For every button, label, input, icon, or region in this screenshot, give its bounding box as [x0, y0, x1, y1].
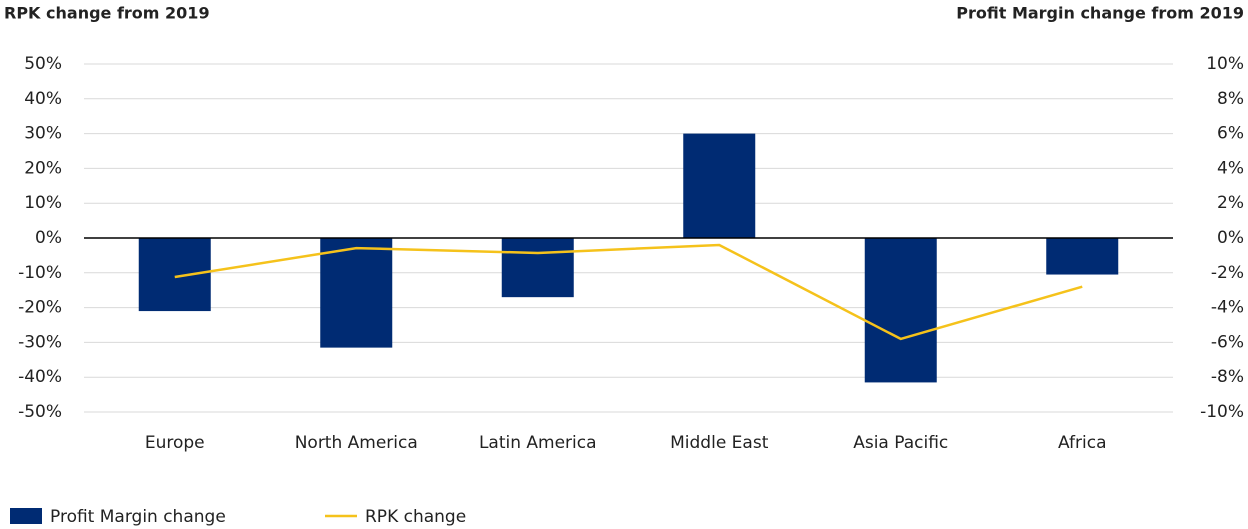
legend-label: Profit Margin change — [50, 507, 226, 527]
line — [174, 243, 1083, 341]
y-tick-label: -20% — [18, 298, 62, 318]
bar — [320, 238, 393, 348]
y-tick-label: 10% — [24, 193, 62, 213]
x-tick-label: Africa — [1058, 433, 1107, 453]
y-axis-title: RPK change from 2019 — [4, 4, 210, 23]
y2-tick-label: -4% — [1211, 298, 1244, 318]
x-tick-label: Europe — [145, 433, 205, 453]
bar — [864, 238, 937, 383]
legend-label: RPK change — [365, 507, 466, 527]
y2-tick-label: -6% — [1211, 332, 1244, 352]
x-tick-label: Latin America — [479, 433, 597, 453]
y2-tick-label: 6% — [1217, 124, 1244, 144]
y-tick-label: 20% — [24, 158, 62, 178]
y-tick-label: 30% — [24, 124, 62, 144]
y2-tick-label: 2% — [1217, 193, 1244, 213]
bar — [501, 238, 574, 298]
x-tick-label: North America — [295, 433, 418, 453]
y-tick-label: -50% — [18, 402, 62, 422]
y-tick-label: -10% — [18, 263, 62, 283]
y2-tick-label: 0% — [1217, 228, 1244, 248]
x-tick-label: Asia Pacific — [853, 433, 948, 453]
y2-tick-label: 10% — [1206, 54, 1244, 74]
y2-axis-title: Profit Margin change from 2019 — [956, 4, 1244, 23]
legend-swatch — [10, 508, 42, 524]
y-tick-label: -30% — [18, 332, 62, 352]
bar — [1046, 238, 1119, 275]
y2-tick-label: 8% — [1217, 89, 1244, 109]
bar — [138, 238, 211, 312]
x-tick-label: Middle East — [670, 433, 769, 453]
y-tick-label: 40% — [24, 89, 62, 109]
y2-tick-label: -10% — [1200, 402, 1244, 422]
y2-tick-label: -8% — [1211, 367, 1244, 387]
y-tick-label: -40% — [18, 367, 62, 387]
y-tick-label: 50% — [24, 54, 62, 74]
y2-tick-label: 4% — [1217, 158, 1244, 178]
y2-tick-label: -2% — [1211, 263, 1244, 283]
y-tick-label: 0% — [35, 228, 62, 248]
bar — [683, 133, 756, 238]
